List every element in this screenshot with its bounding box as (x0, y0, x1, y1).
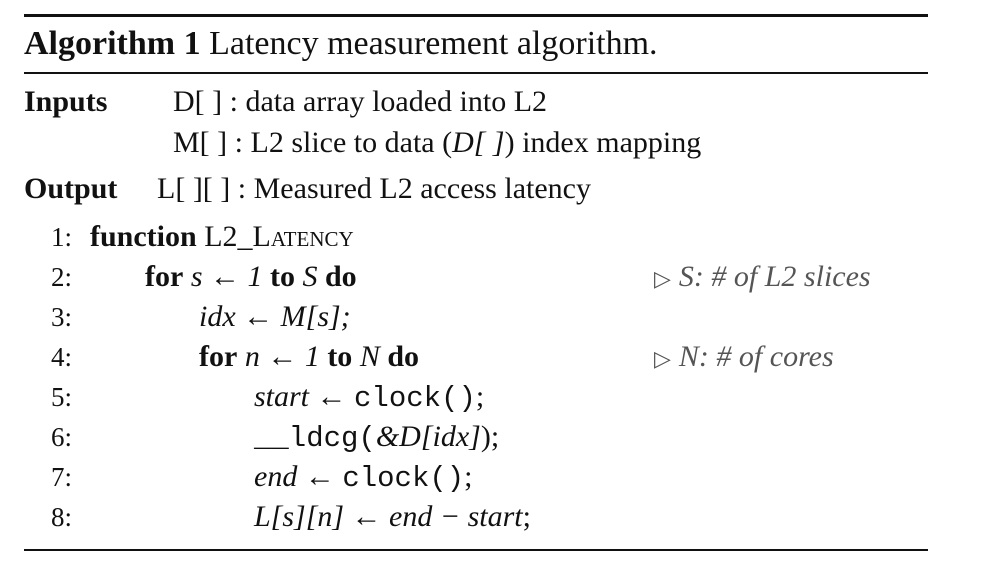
comment-triangle-icon: ▷ (654, 266, 671, 291)
loop-bound: S (302, 260, 318, 293)
function-call: clock() (354, 382, 476, 415)
line-number: 8: (50, 502, 72, 532)
input-symbol: D[ ] (173, 85, 223, 118)
output-item: L[ ][ ] : Measured L2 access latency (157, 171, 591, 207)
comment-text: S: # of L2 slices (678, 260, 871, 293)
input-item-m: M[ ] : L2 slice to data (D[ ]) index map… (173, 125, 701, 161)
input-description: : L2 slice to data ( (227, 126, 453, 159)
function-call: clock() (342, 462, 465, 495)
input-symbol: M[ ] (173, 126, 228, 159)
keyword: do (387, 340, 420, 373)
loop-var: n ← 1 (244, 340, 320, 373)
loop-var: s ← 1 (190, 260, 263, 293)
input-description-var: D[ ] (452, 126, 505, 159)
line-number: 6: (50, 422, 72, 452)
assignment: end ← (254, 460, 335, 493)
statement-end: ; (475, 380, 485, 413)
comment-line-4: ▷ N: # of cores (654, 339, 834, 377)
input-item-d: D[ ] : data array loaded into L2 (173, 84, 547, 120)
algorithm-number: Algorithm 1 (24, 25, 201, 62)
inputs-label: Inputs (24, 85, 108, 118)
comment-line-2: ▷ S: # of L2 slices (654, 259, 871, 297)
algorithm-caption: Algorithm 1 Latency measurement algorith… (24, 24, 658, 64)
bottom-rule (24, 549, 928, 551)
keyword: function (90, 220, 197, 253)
output-label: Output (24, 172, 118, 205)
statement-end: ; (464, 460, 473, 493)
code-line-5: start ← clock(); (254, 379, 484, 417)
line-number: 5: (50, 382, 72, 412)
keyword: for (145, 260, 184, 293)
code-line-8: L[s][n] ← end − start; (254, 499, 531, 535)
code-line-4: for n ← 1 to N do (199, 339, 419, 375)
comment-triangle-icon: ▷ (654, 346, 671, 371)
function-name: L2_Latency (204, 220, 354, 253)
line-number: 1: (50, 222, 72, 252)
assignment: L[s][n] ← end − start (254, 500, 523, 533)
code-line-1: function L2_Latency (90, 219, 354, 255)
keyword: do (325, 260, 357, 293)
input-description-tail: ) index mapping (504, 126, 702, 159)
line-number: 7: (50, 462, 72, 492)
caption-rule (24, 72, 928, 74)
keyword: to (327, 340, 353, 373)
code-line-7: end ← clock(); (254, 459, 473, 497)
output-symbol: L[ ][ ] (157, 172, 231, 205)
keyword: to (270, 260, 295, 293)
line-number: 3: (50, 302, 72, 332)
output-description: : Measured L2 access latency (230, 172, 591, 205)
code-line-3: idx ← M[s]; (199, 300, 351, 333)
comment-text: N: # of cores (678, 340, 834, 373)
statement-end: ); (480, 420, 500, 453)
input-description: : data array loaded into L2 (222, 85, 548, 118)
keyword: for (199, 340, 238, 373)
code-line-2: for s ← 1 to S do (145, 259, 357, 295)
code-line-6: __ldcg(&D[idx]); (254, 419, 499, 457)
top-rule (24, 14, 928, 17)
assignment: start ← (254, 380, 347, 413)
loop-bound: N (359, 340, 380, 373)
algorithm-title: Latency measurement algorithm. (209, 25, 658, 62)
line-number: 2: (50, 262, 72, 292)
line-number: 4: (50, 342, 72, 372)
function-call: __ldcg( (254, 422, 376, 455)
statement-end: ; (522, 500, 531, 533)
argument: &D[idx] (375, 420, 481, 453)
